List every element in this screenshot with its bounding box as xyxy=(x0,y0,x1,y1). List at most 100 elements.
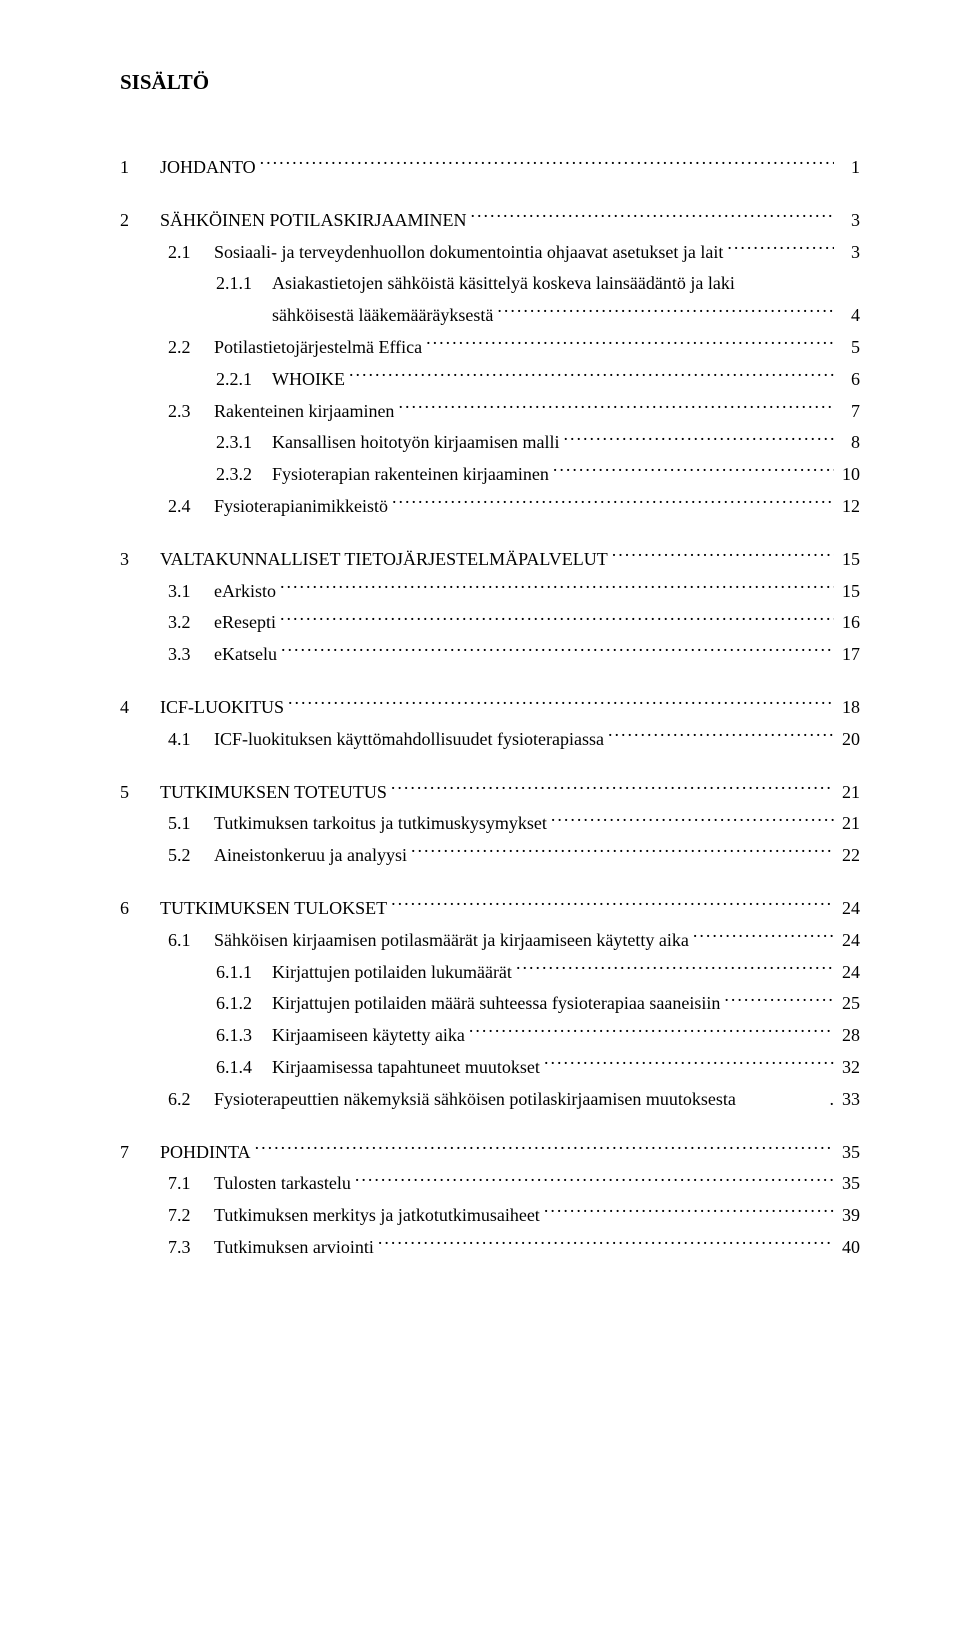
toc-entry: 3VALTAKUNNALLISET TIETOJÄRJESTELMÄPALVEL… xyxy=(120,545,860,574)
toc-entry: 2.3Rakenteinen kirjaaminen7 xyxy=(168,397,860,426)
toc-entry-text: TUTKIMUKSEN TOTEUTUS xyxy=(160,782,387,802)
toc-entry-text: SÄHKÖINEN POTILASKIRJAAMINEN xyxy=(160,210,467,230)
toc-entry: 7.3Tutkimuksen arviointi 40 xyxy=(168,1233,860,1262)
toc-entry-number: 2.2.1 xyxy=(216,365,272,394)
toc-leader-dots xyxy=(563,430,834,448)
toc-entry-number: 3.2 xyxy=(168,608,214,637)
toc-page-number: 35 xyxy=(834,1138,860,1167)
toc-entry-number: 3.1 xyxy=(168,577,214,606)
toc-page-number: 18 xyxy=(834,693,860,722)
toc-entry-text: Rakenteinen kirjaaminen xyxy=(214,401,394,421)
toc-entry-continuation: sähköisestä lääkemääräyksestä4 xyxy=(216,301,860,330)
toc-leader-dots xyxy=(349,367,834,385)
toc-page-number: 24 xyxy=(834,894,860,923)
toc-entry-number: 7 xyxy=(120,1138,160,1167)
toc-page-number: 40 xyxy=(834,1233,860,1262)
toc-page-number: 6 xyxy=(834,365,860,394)
toc-entry-label: 2.4Fysioterapianimikkeistö xyxy=(168,492,392,521)
toc-page-number: 7 xyxy=(834,397,860,426)
toc-page-number: 1 xyxy=(834,153,860,182)
toc-entry-text: Asiakastietojen sähköistä käsittelyä kos… xyxy=(272,273,735,293)
toc-entry-text: Kansallisen hoitotyön kirjaamisen malli xyxy=(272,432,559,452)
toc-entry: 2.1Sosiaali- ja terveydenhuollon dokumen… xyxy=(168,238,860,267)
toc-entry-text: Kirjattujen potilaiden lukumäärät xyxy=(272,962,512,982)
toc-page-number: 32 xyxy=(834,1053,860,1082)
toc-page-number: 4 xyxy=(834,301,860,330)
toc-entry-label: 7.3Tutkimuksen arviointi xyxy=(168,1233,378,1262)
toc-entry: 7.2Tutkimuksen merkitys ja jatkotutkimus… xyxy=(168,1201,860,1230)
toc-entry-number: 2.1.1 xyxy=(216,269,272,298)
toc-entry-label: 2.1.1Asiakastietojen sähköistä käsittely… xyxy=(216,269,739,298)
toc-entry-number: 4 xyxy=(120,693,160,722)
toc-entry: 4.1ICF-luokituksen käyttömahdollisuudet … xyxy=(168,725,860,754)
toc-entry: 7POHDINTA 35 xyxy=(120,1138,860,1167)
toc-entry-text: Kirjattujen potilaiden määrä suhteessa f… xyxy=(272,993,720,1013)
toc-page-number: 5 xyxy=(834,333,860,362)
toc-leader-dots xyxy=(280,610,834,628)
toc-entry-label: 3.2eResepti xyxy=(168,608,280,637)
toc-page-number: 20 xyxy=(834,725,860,754)
toc-entry-text: TUTKIMUKSEN TULOKSET xyxy=(160,898,387,918)
toc-entry-label: 6.1.4Kirjaamisessa tapahtuneet muutokset xyxy=(216,1053,544,1082)
toc-leader-dots xyxy=(281,642,834,660)
toc-entry-number: 6.2 xyxy=(168,1085,214,1114)
toc-page-number: 24 xyxy=(834,958,860,987)
toc-entry-number: 7.2 xyxy=(168,1201,214,1230)
toc-page-number: 10 xyxy=(834,460,860,489)
toc-entry-number: 2.2 xyxy=(168,333,214,362)
toc-leader-dots xyxy=(391,896,834,914)
toc-entry-text: Kirjaamisessa tapahtuneet muutokset xyxy=(272,1057,540,1077)
toc-entry-label: 2.2.1WHOIKE xyxy=(216,365,349,394)
toc-entry-number: 4.1 xyxy=(168,725,214,754)
toc-page-number: 28 xyxy=(834,1021,860,1050)
toc-leader-dots xyxy=(255,1140,834,1158)
toc-leader-dots xyxy=(497,303,834,321)
toc-leader-dots xyxy=(355,1171,834,1189)
toc-entry-label: 3.1eArkisto xyxy=(168,577,280,606)
toc-entry-label: 5.2Aineistonkeruu ja analyysi xyxy=(168,841,411,870)
toc-entry-label: 6.1Sähköisen kirjaamisen potilasmäärät j… xyxy=(168,926,693,955)
toc-entry: 6.1Sähköisen kirjaamisen potilasmäärät j… xyxy=(168,926,860,955)
toc-entry-text: ICF-LUOKITUS xyxy=(160,697,284,717)
toc-entry-number: 6.1.4 xyxy=(216,1053,272,1082)
toc-entry-number: 7.3 xyxy=(168,1233,214,1262)
toc-entry-number: 7.1 xyxy=(168,1169,214,1198)
toc-entry-label: 4ICF-LUOKITUS xyxy=(120,693,288,722)
toc-entry-number: 2.3.2 xyxy=(216,460,272,489)
table-of-contents: 1JOHDANTO12SÄHKÖINEN POTILASKIRJAAMINEN3… xyxy=(120,153,860,1262)
toc-leader-dots xyxy=(612,547,834,565)
toc-entry-text: Fysioterapeuttien näkemyksiä sähköisen p… xyxy=(214,1089,736,1109)
toc-leader-dots xyxy=(378,1235,834,1253)
toc-entry-label: 2SÄHKÖINEN POTILASKIRJAAMINEN xyxy=(120,206,471,235)
toc-entry-text: Fysioterapian rakenteinen kirjaaminen xyxy=(272,464,549,484)
toc-entry-text: POHDINTA xyxy=(160,1142,251,1162)
toc-entry: 6.1.1Kirjattujen potilaiden lukumäärät24 xyxy=(216,958,860,987)
toc-leader-dots xyxy=(280,579,834,597)
toc-leader-dots xyxy=(553,462,834,480)
toc-entry-text: Potilastietojärjestelmä Effica xyxy=(214,337,422,357)
toc-entry-number: 6.1.2 xyxy=(216,989,272,1018)
toc-entry-label: 6TUTKIMUKSEN TULOKSET xyxy=(120,894,391,923)
toc-entry-text: Tutkimuksen arviointi xyxy=(214,1237,374,1257)
toc-entry-text: eResepti xyxy=(214,612,276,632)
toc-leader-dots xyxy=(411,843,834,861)
toc-entry-label: 3.3eKatselu xyxy=(168,640,281,669)
toc-entry-text: Kirjaamiseen käytetty aika xyxy=(272,1025,465,1045)
toc-page-number: 22 xyxy=(834,841,860,870)
toc-entry-number: 2 xyxy=(120,206,160,235)
toc-entry: 2.2Potilastietojärjestelmä Effica 5 xyxy=(168,333,860,362)
toc-entry-text: Tutkimuksen tarkoitus ja tutkimuskysymyk… xyxy=(214,813,547,833)
toc-entry-label: 7POHDINTA xyxy=(120,1138,255,1167)
toc-entry-label: 6.1.3Kirjaamiseen käytetty aika xyxy=(216,1021,469,1050)
toc-entry: 6.1.2Kirjattujen potilaiden määrä suhtee… xyxy=(216,989,860,1018)
toc-entry-text: Tutkimuksen merkitys ja jatkotutkimusaih… xyxy=(214,1205,540,1225)
toc-entry-number: 5 xyxy=(120,778,160,807)
toc-entry-label: 2.2Potilastietojärjestelmä Effica xyxy=(168,333,426,362)
toc-entry-label: 2.3.1Kansallisen hoitotyön kirjaamisen m… xyxy=(216,428,563,457)
toc-entry-label: 2.1Sosiaali- ja terveydenhuollon dokumen… xyxy=(168,238,727,267)
toc-entry-label: 2.3.2Fysioterapian rakenteinen kirjaamin… xyxy=(216,460,553,489)
toc-page-number: 21 xyxy=(834,809,860,838)
toc-page-number: 15 xyxy=(834,545,860,574)
toc-entry-number: 2.4 xyxy=(168,492,214,521)
toc-entry-text: Sosiaali- ja terveydenhuollon dokumentoi… xyxy=(214,242,723,262)
